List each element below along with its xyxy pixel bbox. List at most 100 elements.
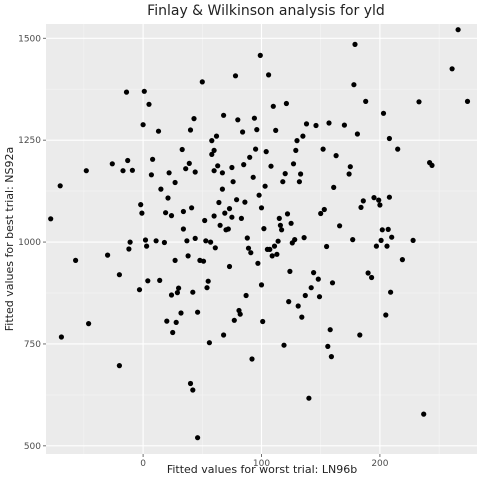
data-point [209,151,215,157]
data-point [125,157,131,164]
data-point [153,238,159,244]
data-point [449,66,455,72]
data-point [273,127,279,133]
data-point [213,133,220,139]
data-point [260,318,266,325]
data-point [328,354,334,360]
data-point [190,289,196,295]
data-point [155,128,162,134]
data-point [376,197,382,203]
data-point [215,163,221,169]
data-point [318,210,324,217]
data-point [180,208,186,215]
data-point [242,199,248,205]
data-point [293,147,299,153]
data-point [222,210,228,216]
data-point [187,127,194,133]
data-point [221,112,227,118]
data-point [141,88,147,94]
data-point [243,292,249,299]
data-point [258,282,265,288]
data-point [129,167,135,173]
data-point [389,234,395,240]
x-tick-label: 200 [371,459,388,469]
data-point [281,342,287,348]
data-point [170,329,176,336]
data-point [190,387,196,393]
data-point [358,204,364,210]
data-point [217,222,223,228]
data-point [277,222,283,228]
data-point [369,274,375,281]
data-point [165,195,171,201]
data-point [386,194,392,200]
data-point [145,278,151,284]
data-point [120,168,126,174]
x-tick-label: 0 [140,459,146,469]
data-point [164,318,170,324]
data-point [308,285,314,291]
data-point [245,245,252,251]
data-point [360,198,366,204]
data-point [464,98,471,104]
data-point [341,122,347,128]
data-point [283,100,289,107]
data-point [183,166,189,172]
data-point [267,246,273,252]
data-point [176,285,182,291]
data-point [275,238,281,244]
data-point [303,121,310,127]
data-point [231,317,237,323]
data-point [234,197,240,203]
data-point [385,226,391,232]
data-point [380,110,387,116]
data-point [150,156,156,162]
data-point [229,214,235,220]
data-point [168,213,175,219]
data-point [290,161,297,167]
data-point [302,292,308,299]
data-point [254,127,260,133]
data-point [211,213,217,219]
data-point [191,116,197,122]
data-point [57,183,63,189]
data-point [379,227,385,233]
data-point [192,235,198,241]
data-point [329,280,336,286]
data-point [261,226,267,232]
data-point [200,258,207,264]
data-point [262,183,268,189]
data-point [184,238,190,244]
data-point [250,174,256,180]
data-point [199,79,205,85]
data-point [378,237,384,243]
axis-ticks [43,37,381,457]
data-point [276,215,282,221]
data-point [163,210,169,216]
data-point [244,235,250,241]
data-point [58,334,64,340]
data-point [282,171,288,177]
x-axis-title: Fitted values for worst trial: LN96b [167,463,357,476]
data-point [386,135,392,142]
data-point [383,312,389,318]
data-point [138,202,144,208]
data-point [187,380,194,387]
data-point [351,82,357,88]
data-point [350,237,356,243]
data-point [226,206,233,212]
data-point [206,340,212,346]
data-point [225,226,231,232]
data-point [180,226,186,232]
data-point [280,179,286,185]
data-point [331,184,337,190]
data-point [266,72,272,78]
data-point [300,133,306,139]
data-point [371,195,377,201]
data-point [219,170,225,176]
data-point [166,170,172,176]
data-point [247,154,253,160]
data-point [158,186,164,192]
axis-tick-labels: 0 100 200 500 750 1000 1250 1500 [18,34,389,469]
data-point [352,41,358,48]
